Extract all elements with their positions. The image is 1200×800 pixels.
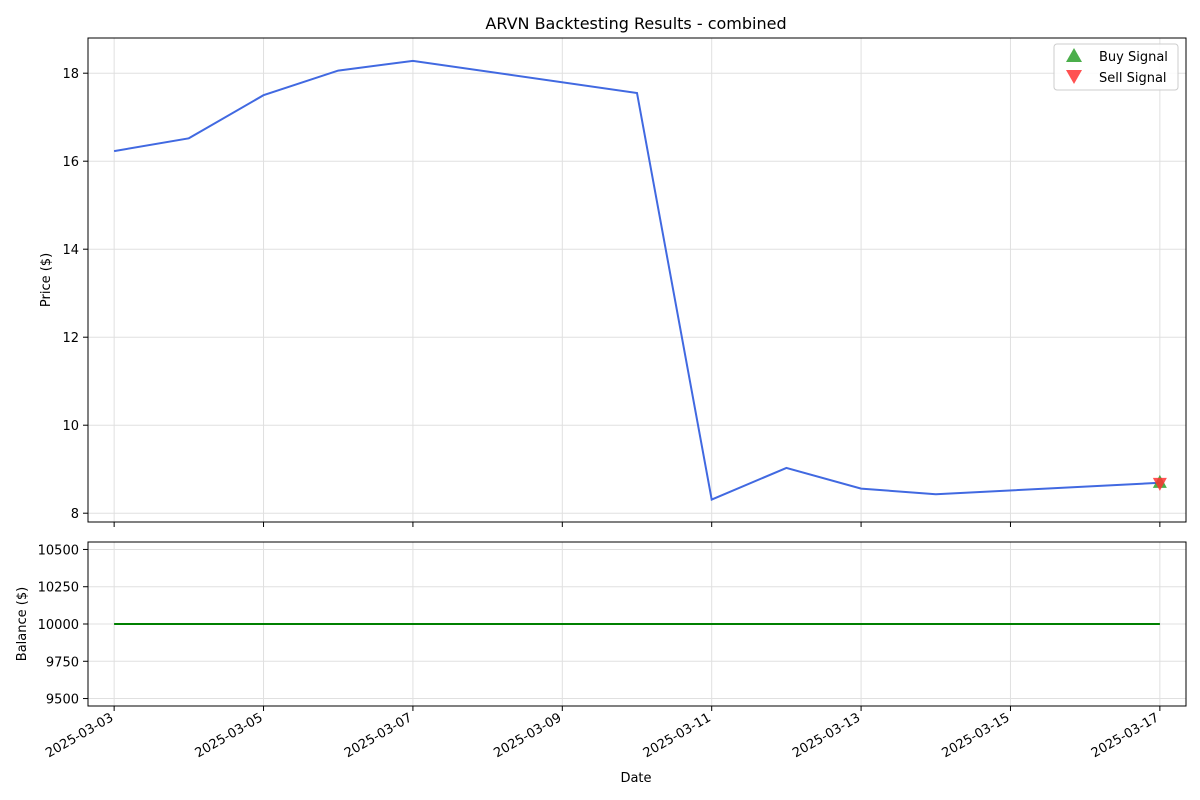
price-y-axis: 8 10 12 14 16 18	[62, 67, 88, 522]
x-tick-label: 2025-03-11	[641, 710, 714, 761]
price-y-axis-label: Price ($)	[39, 253, 54, 307]
price-y-tick-label: 8	[71, 507, 79, 522]
balance-y-tick-label: 10000	[38, 618, 79, 633]
price-y-tick-label: 10	[62, 419, 79, 434]
signal-markers	[1152, 474, 1167, 491]
balance-y-axis: 9500 9750 10000 10250 10500	[38, 543, 88, 708]
legend-sell-label: Sell Signal	[1099, 71, 1167, 86]
balance-x-axis: 2025-03-03 2025-03-05 2025-03-07 2025-03-09…	[43, 706, 1162, 761]
balance-y-axis-label: Balance ($)	[15, 587, 30, 661]
x-tick-label: 2025-03-09	[491, 710, 564, 761]
chart-title: ARVN Backtesting Results - combined	[485, 14, 786, 33]
x-tick-label: 2025-03-07	[342, 710, 415, 761]
price-grid	[88, 38, 1186, 522]
x-tick-label: 2025-03-17	[1089, 710, 1162, 761]
price-plot-frame	[87, 37, 1187, 523]
legend-sell-marker-icon	[1066, 70, 1082, 84]
balance-y-tick-label: 9750	[46, 655, 79, 670]
price-x-ticks	[113, 522, 1161, 527]
price-series-line	[113, 59, 1160, 502]
balance-y-tick-label: 10250	[38, 581, 79, 596]
legend-buy-marker-icon	[1066, 48, 1082, 62]
sell-signal-marker	[1152, 477, 1167, 491]
legend-buy-label: Buy Signal	[1099, 50, 1168, 65]
legend: Buy Signal Sell Signal	[1053, 43, 1179, 91]
price-y-tick-label: 12	[62, 331, 79, 346]
legend-box	[1053, 43, 1179, 91]
x-tick-label: 2025-03-13	[790, 710, 863, 761]
balance-plot-frame	[87, 541, 1187, 707]
balance-y-tick-label: 9500	[46, 693, 79, 708]
balance-y-tick-label: 10500	[38, 543, 79, 558]
x-axis-label: Date	[620, 771, 651, 786]
price-y-tick-label: 14	[62, 243, 79, 258]
x-tick-label: 2025-03-15	[940, 710, 1013, 761]
price-y-tick-label: 16	[62, 155, 79, 170]
x-tick-label: 2025-03-05	[193, 710, 266, 761]
x-tick-label: 2025-03-03	[43, 710, 116, 761]
price-y-tick-label: 18	[62, 67, 79, 82]
